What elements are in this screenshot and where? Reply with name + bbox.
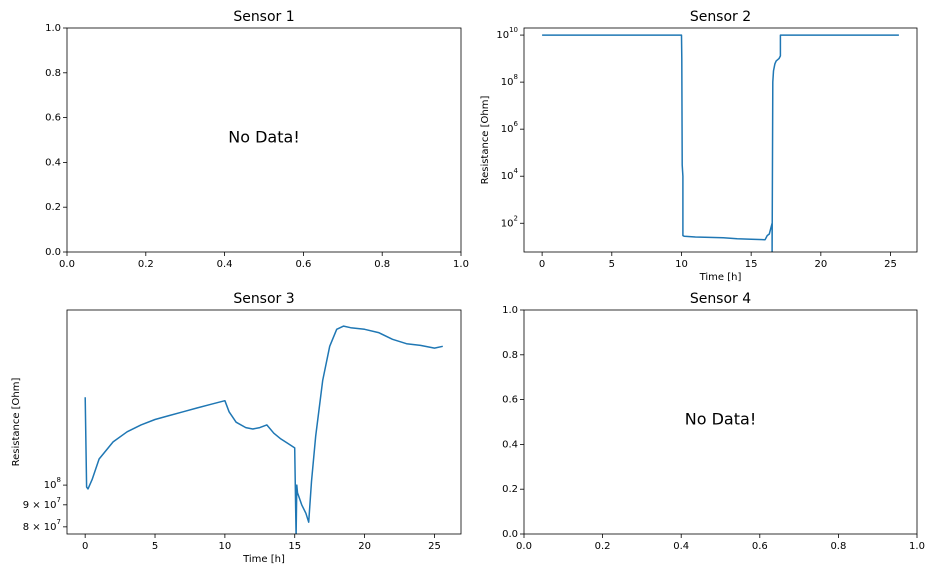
axes-frame [523, 27, 918, 253]
y-tick-label: 108 [44, 476, 61, 491]
no-data-annotation: No Data! [685, 410, 756, 429]
no-data-annotation: No Data! [228, 128, 299, 147]
y-tick-label: 0.4 [502, 439, 518, 450]
y-tick-label: 0.0 [502, 529, 518, 540]
series-line-1 [542, 34, 899, 252]
axes-frame [523, 309, 918, 535]
x-tick-label: 20 [358, 541, 371, 552]
x-tick-label: 0.2 [595, 541, 611, 552]
x-tick-label: 0 [539, 259, 545, 270]
y-tick-label: 1.0 [45, 23, 61, 34]
subplot-2: Sensor 2 0 5 10 15 20 25 102 104 106 108 1010 Time [… [480, 9, 918, 283]
y-tick-label: 1.0 [502, 305, 518, 316]
y-tick-label: 0.2 [502, 484, 518, 495]
axes-frame [66, 27, 462, 253]
chart-title: Sensor 4 [690, 291, 751, 307]
y-tick-label: 0.4 [45, 157, 61, 168]
y-tick-label: 0.6 [502, 395, 518, 406]
y-tick-label: 0.8 [502, 350, 518, 361]
y-tick-label: 0.2 [45, 202, 61, 213]
x-tick-label: 0.0 [59, 259, 75, 270]
y-tick-label: 0.6 [45, 113, 61, 124]
y-tick-label: 9 × 107 [23, 496, 61, 511]
x-tick-label: 0.8 [830, 541, 846, 552]
x-tick-label: 5 [152, 541, 158, 552]
x-tick-label: 0.6 [295, 259, 311, 270]
subplot-4: Sensor 4 0.0 0.2 0.4 0.6 0.8 1.0 0.0 0.2 0.4 0.6 0.… [502, 291, 925, 552]
x-tick-label: 1.0 [453, 259, 469, 270]
series-line-1 [84, 325, 443, 534]
x-axis-label: Time [h] [699, 272, 742, 283]
x-tick-label: 10 [675, 259, 688, 270]
x-tick-label: 0.4 [673, 541, 689, 552]
y-tick-label: 102 [501, 214, 518, 229]
chart-title: Sensor 2 [690, 9, 751, 25]
subplot-3: Sensor 3 0 5 10 15 20 25 8 × 107 9 × 107 108 Time … [11, 291, 462, 565]
x-tick-label: 1.0 [909, 541, 925, 552]
y-tick-label: 108 [501, 73, 518, 88]
y-tick-label: 106 [501, 120, 519, 135]
axes-frame [66, 309, 462, 535]
chart-title: Sensor 1 [233, 9, 294, 25]
x-tick-label: 25 [884, 259, 897, 270]
y-tick-label: 8 × 107 [23, 518, 61, 533]
x-tick-label: 5 [609, 259, 615, 270]
x-tick-label: 0.8 [374, 259, 390, 270]
x-tick-label: 0 [82, 541, 88, 552]
chart-title: Sensor 3 [233, 291, 294, 307]
x-tick-label: 0.0 [516, 541, 532, 552]
x-tick-label: 15 [745, 259, 758, 270]
y-tick-label: 104 [501, 167, 519, 182]
y-tick-label: 0.8 [45, 68, 61, 79]
y-tick-label: 1010 [496, 26, 518, 41]
x-tick-label: 0.6 [752, 541, 768, 552]
y-tick-label: 0.0 [45, 247, 61, 258]
x-tick-label: 0.2 [138, 259, 154, 270]
x-tick-label: 10 [219, 541, 232, 552]
x-tick-label: 15 [288, 541, 301, 552]
y-axis-label: Resistance [Ohm] [480, 95, 491, 184]
subplot-1: Sensor 1 0.0 0.2 0.4 0.6 0.8 1.0 0.0 0.2 0.4 0.6 0.… [45, 9, 469, 270]
y-axis-label: Resistance [Ohm] [11, 377, 22, 466]
x-tick-label: 0.4 [217, 259, 233, 270]
x-tick-label: 25 [428, 541, 441, 552]
x-axis-label: Time [h] [242, 554, 285, 565]
x-tick-label: 20 [814, 259, 827, 270]
